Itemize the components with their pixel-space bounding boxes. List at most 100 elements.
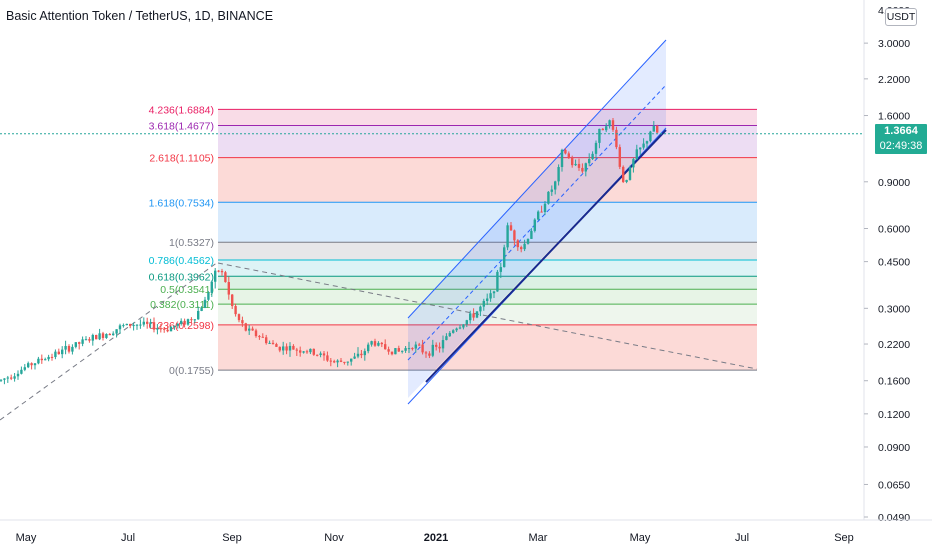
support-trendline[interactable] xyxy=(425,129,667,383)
candle-body xyxy=(20,369,23,374)
candle-body xyxy=(550,189,553,192)
candle-body xyxy=(421,344,424,353)
candle-body xyxy=(404,348,407,351)
descending-dashed-trendline[interactable] xyxy=(217,262,758,370)
candle-body xyxy=(390,351,394,355)
ascending-dashed-trendline[interactable] xyxy=(0,261,219,421)
candle-body xyxy=(642,143,645,148)
candle-body xyxy=(78,342,81,344)
price-tick-label: 2.2000 xyxy=(878,74,910,86)
price-tick-label: 0.2200 xyxy=(878,339,910,351)
fib-band xyxy=(218,242,757,261)
candle-body xyxy=(492,291,496,294)
candle-body xyxy=(241,320,244,324)
candle-body xyxy=(333,361,336,363)
candle-body xyxy=(543,203,547,213)
candle-body xyxy=(261,336,264,338)
candle-body xyxy=(67,345,71,352)
candle-body xyxy=(339,360,343,362)
candle-body xyxy=(220,270,224,273)
candle-body xyxy=(268,342,271,344)
candle-body xyxy=(251,328,254,331)
candle-body xyxy=(312,348,315,355)
candle-body xyxy=(112,333,115,336)
candle-body xyxy=(163,328,166,330)
candle-body xyxy=(649,131,652,142)
fibonacci-extension[interactable]: 4.236(1.6884) 3.618(1.4677) 2.618(1.1105) 1… xyxy=(149,104,757,377)
time-axis[interactable]: May Jul Sep Nov 2021 Mar May Jul Sep xyxy=(0,519,932,544)
currency-badge[interactable]: USDT xyxy=(885,8,917,26)
candle-body xyxy=(217,270,220,272)
candle-body xyxy=(57,351,60,355)
candle-body xyxy=(30,363,33,366)
candle-body xyxy=(135,324,139,326)
candle-body xyxy=(282,346,285,351)
candle-body xyxy=(108,334,111,336)
candle-body xyxy=(377,342,380,346)
candle-body xyxy=(530,230,533,239)
chart-title: Basic Attention Token / TetherUS, 1D, BI… xyxy=(6,9,274,23)
candle-body xyxy=(401,350,404,352)
candle-body xyxy=(455,328,458,331)
candle-body xyxy=(496,271,499,292)
candle-body xyxy=(594,142,598,154)
price-tick-label: 0.1200 xyxy=(878,409,910,421)
candle-body xyxy=(608,120,611,127)
price-axis[interactable]: 3.0000 2.2000 1.6000 0.9000 0.6000 0.4500 0.30… xyxy=(0,0,910,524)
time-tick-label: May xyxy=(16,532,37,544)
candle-body xyxy=(132,325,135,327)
candle-body xyxy=(265,337,268,344)
candle-body xyxy=(601,128,604,131)
candle-body xyxy=(652,125,655,132)
channel-upper-line[interactable] xyxy=(407,39,667,319)
fib-level-label: 0(0.1755) xyxy=(169,365,214,377)
candle-body xyxy=(581,167,584,172)
fib-band xyxy=(218,202,757,243)
candle-body xyxy=(237,314,241,321)
bar-countdown: 02:49:38 xyxy=(879,140,923,152)
candle-body xyxy=(319,353,322,355)
price-tick-label: 3.0000 xyxy=(878,38,910,50)
fib-level-label: 0.786(0.4562) xyxy=(149,255,214,267)
candle-body xyxy=(394,348,397,355)
candle-body xyxy=(54,351,57,358)
candle-body xyxy=(197,310,200,320)
candle-body xyxy=(326,355,329,361)
candle-body xyxy=(224,272,227,283)
candle-body xyxy=(343,361,346,363)
candle-body xyxy=(373,341,377,346)
fib-band xyxy=(218,157,757,203)
candle-body xyxy=(441,340,445,349)
candle-body xyxy=(71,346,74,352)
candle-body xyxy=(448,332,451,337)
fib-level-label: 0.5(0.3541) xyxy=(160,284,214,296)
candle-body xyxy=(142,321,145,325)
candle-body xyxy=(557,167,560,182)
candle-body xyxy=(37,358,40,364)
candle-body xyxy=(258,336,261,338)
candle-body xyxy=(387,349,390,352)
candle-body xyxy=(271,342,275,345)
candle-body xyxy=(316,354,319,356)
candle-body xyxy=(367,344,370,352)
candle-body xyxy=(231,294,234,307)
candle-body xyxy=(3,378,6,380)
fib-band xyxy=(218,109,757,126)
candle-body xyxy=(499,267,502,272)
candle-body xyxy=(435,344,438,347)
candle-body xyxy=(353,356,356,359)
candle-body xyxy=(40,358,43,361)
candle-body xyxy=(503,247,506,268)
candle-body xyxy=(625,179,628,182)
candle-body xyxy=(622,166,625,182)
candle-body xyxy=(81,339,84,344)
candle-body xyxy=(574,163,577,166)
candle-body xyxy=(591,153,594,160)
candle-body xyxy=(635,149,638,160)
candle-body xyxy=(479,306,482,312)
candle-body xyxy=(526,238,530,244)
candle-body xyxy=(0,379,3,381)
candle-body xyxy=(418,344,421,346)
time-tick-label: May xyxy=(630,532,651,544)
